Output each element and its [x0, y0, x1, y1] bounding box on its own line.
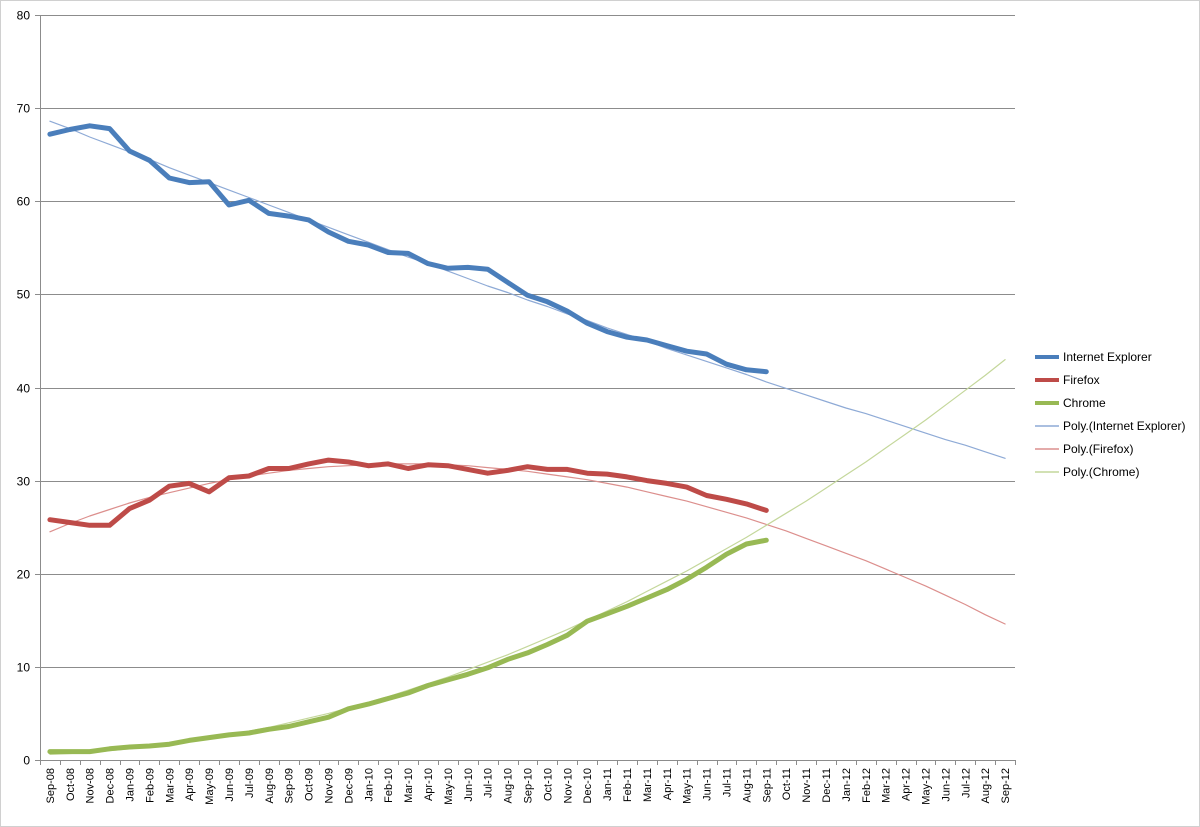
series-lines [47, 120, 1006, 756]
x-tick-label: Jun-09 [224, 768, 236, 802]
legend: Internet Explorer Firefox Chrome Poly.(Inte… [1035, 350, 1186, 479]
x-tick-label: Feb-10 [383, 768, 395, 803]
legend-label-5: Poly.(Chrome) [1063, 465, 1139, 479]
x-tick-label: Jul-12 [960, 768, 972, 798]
legend-label-4: Poly.(Firefox) [1063, 442, 1133, 456]
x-tick-label: Mar-10 [403, 768, 415, 803]
x-tick-label: Jan-10 [363, 768, 375, 802]
x-tick-label: May-10 [443, 768, 455, 805]
legend-label-1: Firefox [1063, 373, 1100, 387]
x-tick-label: Jan-11 [602, 768, 614, 801]
y-tick-label: 40 [17, 382, 31, 396]
x-tick-label: Nov-09 [324, 768, 336, 803]
x-tick-label: Sep-09 [284, 768, 296, 803]
x-tick-label: Mar-09 [164, 768, 176, 803]
x-tick-label: Dec-11 [821, 768, 833, 803]
x-tick-label: Sep-08 [45, 768, 57, 803]
legend-label-2: Chrome [1063, 396, 1106, 410]
y-tick-label: 0 [23, 754, 30, 768]
x-tick-label: Jun-10 [463, 768, 475, 802]
y-tick-label: 10 [17, 661, 31, 675]
axes [35, 15, 1016, 765]
series-line-2 [47, 537, 769, 755]
x-tick-label: Feb-09 [144, 768, 156, 803]
x-tick-label: Jan-09 [125, 768, 137, 802]
y-tick-label: 50 [17, 288, 31, 302]
x-tick-label: Sep-11 [761, 768, 773, 803]
x-tick-label: Apr-12 [901, 768, 913, 801]
x-tick-label: Oct-09 [304, 768, 316, 801]
y-tick-label: 20 [17, 568, 31, 582]
y-tick-label: 70 [17, 102, 31, 116]
x-tick-label: May-09 [204, 768, 216, 805]
y-axis-tick-labels: 0 10 20 30 40 50 60 70 80 [17, 9, 31, 768]
x-tick-label: Mar-11 [642, 768, 654, 802]
x-axis-tick-labels: Sep-08 Oct-08 Nov-08 Dec-08 Jan-09 Feb-09 Mar-… [45, 768, 1012, 805]
x-tick-label: Apr-11 [662, 768, 674, 800]
series-line-1 [47, 457, 769, 528]
x-tick-label: Dec-09 [343, 768, 355, 803]
x-tick-label: Sep-10 [523, 768, 535, 803]
x-tick-label: Dec-10 [582, 768, 594, 803]
x-tick-label: Aug-12 [980, 768, 992, 803]
x-tick-label: Apr-09 [184, 768, 196, 801]
x-tick-label: Sep-12 [1000, 768, 1012, 803]
x-tick-label: Jan-12 [841, 768, 853, 802]
series-line-0 [47, 123, 769, 375]
x-tick-label: Feb-11 [622, 768, 634, 802]
x-tick-label: May-12 [920, 768, 932, 805]
y-tick-label: 60 [17, 195, 31, 209]
legend-label-3: Poly.(Internet Explorer) [1063, 419, 1186, 433]
x-tick-label: Jul-09 [244, 768, 256, 798]
x-tick-label: Oct-08 [65, 768, 77, 801]
x-tick-label: Jul-11 [721, 768, 733, 797]
x-tick-label: Nov-10 [562, 768, 574, 803]
y-tick-label: 30 [17, 475, 31, 489]
y-tick-label: 80 [17, 9, 31, 23]
x-tick-label: Jul-10 [483, 768, 495, 798]
x-tick-label: Aug-11 [741, 768, 753, 803]
x-tick-label: Oct-11 [781, 768, 793, 800]
x-tick-label: Dec-08 [105, 768, 117, 803]
x-tick-label: Aug-09 [264, 768, 276, 803]
x-tick-label: Nov-11 [801, 768, 813, 803]
x-tick-label: Jun-12 [940, 768, 952, 802]
x-tick-label: Aug-10 [503, 768, 515, 803]
x-tick-label: Apr-10 [423, 768, 435, 801]
series-line-4 [49, 463, 1006, 625]
x-tick-label: Oct-10 [542, 768, 554, 801]
x-tick-label: May-11 [682, 768, 694, 804]
legend-label-0: Internet Explorer [1063, 350, 1152, 364]
x-tick-label: Mar-12 [881, 768, 893, 803]
x-tick-label: Jun-11 [702, 768, 714, 801]
x-tick-label: Nov-08 [85, 768, 97, 803]
x-tick-label: Feb-12 [861, 768, 873, 803]
